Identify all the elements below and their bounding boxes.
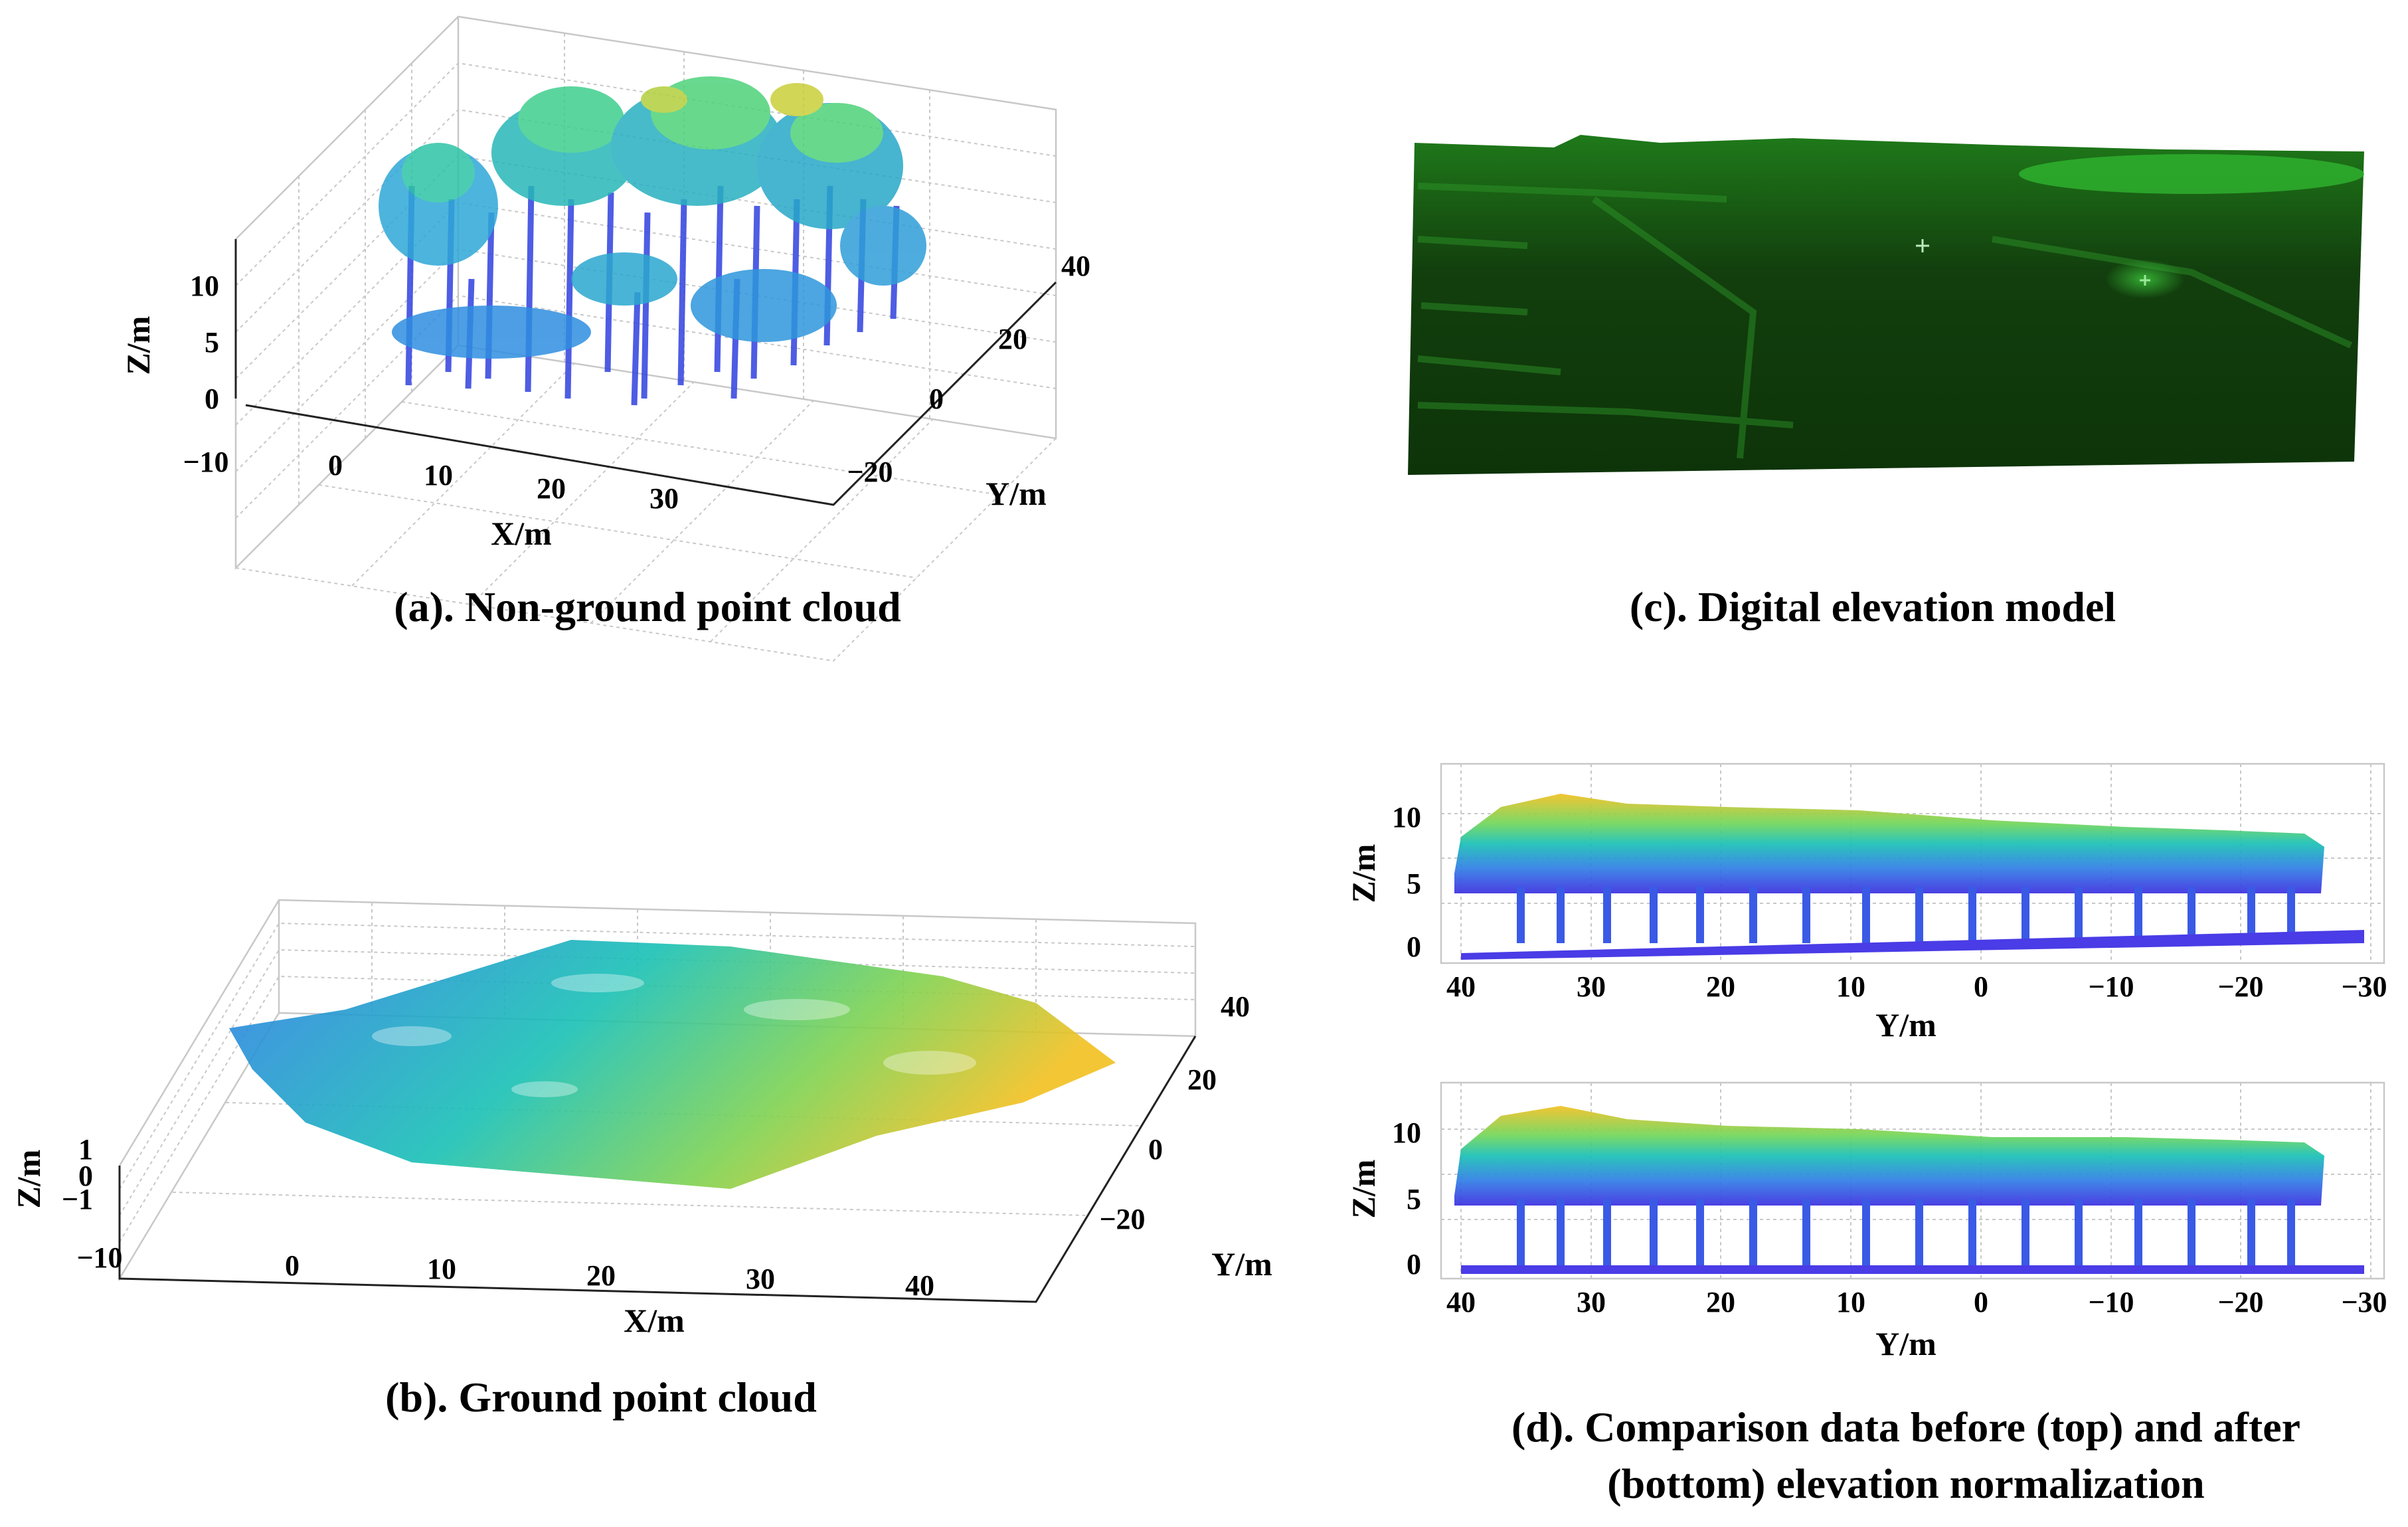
panel-c-digital-elevation-model: (c). Digital elevation model (1408, 135, 2364, 630)
a-y-tick-40: 40 (1061, 250, 1090, 282)
d-top-x-tick-m20: −20 (2217, 970, 2263, 1003)
b-x-tick-m10: −10 (76, 1241, 122, 1274)
a-z-tick-0: 0 (205, 383, 219, 415)
d-top-x-tick-40: 40 (1446, 970, 1476, 1003)
b-y-axis-label: Y/m (1211, 1245, 1272, 1283)
a-y-tick-0: 0 (929, 383, 944, 415)
d-bottom-y-tick-5: 5 (1407, 1183, 1421, 1215)
d-top-x-tick-m10: −10 (2088, 970, 2134, 1003)
dem-surface (1408, 135, 2364, 475)
d-top-x-axis-label: Y/m (1875, 1006, 1936, 1043)
d-bottom-x-tick-m20: −20 (2217, 1286, 2263, 1318)
b-z-axis-label: Z/m (10, 1150, 47, 1209)
b-x-tick-0: 0 (285, 1249, 300, 1282)
b-y-tick-m20: −20 (1099, 1203, 1145, 1235)
ground-gaps (372, 974, 976, 1097)
d-top-canopy (1454, 794, 2324, 893)
panel-a-caption: (a). Non-ground point cloud (394, 583, 901, 630)
d-bottom-x-axis-label: Y/m (1875, 1325, 1936, 1362)
b-y-tick-20: 20 (1187, 1063, 1217, 1096)
d-top-y-tick-0: 0 (1407, 931, 1421, 963)
a-z-axis-label: Z/m (120, 316, 157, 375)
d-bottom-y-axis-label: Z/m (1345, 1160, 1382, 1219)
panel-b-ground-point-cloud: 1 0 −1 −10 0 10 20 30 40 −20 0 20 40 Z/m… (10, 899, 1272, 1421)
b-z-tick-0: 0 (78, 1160, 93, 1192)
a-x-tick-20: 20 (537, 472, 566, 505)
d-bottom-trunks (1517, 1199, 2295, 1265)
d-bottom-ticks: 10 5 0 40 30 20 10 0 −10 −20 −30 Z/m Y/m (1345, 1117, 2387, 1362)
d-top-ticks: 10 5 0 40 30 20 10 0 −10 −20 −30 Z/m Y/m (1345, 801, 2387, 1043)
panel-b-caption: (b). Ground point cloud (385, 1374, 817, 1421)
b-y-tick-40: 40 (1221, 990, 1250, 1023)
d-bottom-y-tick-10: 10 (1392, 1117, 1421, 1149)
d-bottom-x-tick-m10: −10 (2088, 1286, 2134, 1318)
b-z-tick-m1: −1 (62, 1183, 93, 1215)
panel-a-ticks: 10 5 0 −10 0 10 20 30 −20 0 20 40 Z/m X/… (120, 250, 1090, 552)
a-x-tick-m10: −10 (183, 446, 228, 478)
d-top-x-tick-0: 0 (1974, 970, 1988, 1003)
a-y-axis-label: Y/m (986, 475, 1047, 512)
b-x-tick-30: 30 (746, 1263, 775, 1295)
panel-c-caption: (c). Digital elevation model (1630, 583, 2116, 630)
panel-d-bottom-after-normalization: 10 5 0 40 30 20 10 0 −10 −20 −30 Z/m Y/m… (1345, 1081, 2387, 1507)
b-z-tick-1: 1 (78, 1133, 93, 1166)
b-x-tick-40: 40 (905, 1269, 934, 1302)
a-x-tick-30: 30 (649, 482, 679, 515)
a-x-axis-label: X/m (491, 515, 552, 552)
d-top-x-tick-30: 30 (1577, 970, 1606, 1003)
dem-relief (1417, 183, 2353, 459)
d-top-y-tick-10: 10 (1392, 801, 1421, 834)
a-y-tick-m20: −20 (847, 456, 893, 488)
a-y-tick-20: 20 (998, 323, 1027, 355)
panel-a-point-cloud (379, 76, 926, 406)
b-x-tick-20: 20 (586, 1259, 616, 1292)
d-top-x-tick-20: 20 (1706, 970, 1735, 1003)
d-bottom-x-tick-0: 0 (1974, 1286, 1988, 1318)
d-bottom-canopy (1454, 1106, 2324, 1206)
d-top-y-tick-5: 5 (1407, 867, 1421, 900)
d-bottom-x-tick-10: 10 (1836, 1286, 1865, 1318)
d-top-y-axis-label: Z/m (1345, 844, 1382, 903)
panel-a-nonground-point-cloud: 10 5 0 −10 0 10 20 30 −20 0 20 40 Z/m X/… (120, 15, 1090, 662)
d-top-ground (1461, 930, 2364, 960)
panel-d-caption-line2: (bottom) elevation normalization (1607, 1460, 2204, 1507)
d-top-x-tick-m30: −30 (2341, 970, 2387, 1003)
d-top-trunks (1517, 887, 2295, 943)
ground-points (229, 940, 1116, 1189)
d-bottom-y-tick-0: 0 (1407, 1248, 1421, 1281)
a-x-tick-0: 0 (328, 449, 343, 482)
panel-d-top-before-normalization: 10 5 0 40 30 20 10 0 −10 −20 −30 Z/m Y/m (1345, 763, 2387, 1043)
a-z-tick-10: 10 (190, 270, 219, 302)
b-x-tick-10: 10 (427, 1253, 456, 1285)
d-top-x-tick-10: 10 (1836, 970, 1865, 1003)
d-bottom-x-tick-30: 30 (1577, 1286, 1606, 1318)
panel-d-caption-line1: (d). Comparison data before (top) and af… (1511, 1403, 2300, 1451)
d-bottom-x-tick-m30: −30 (2341, 1286, 2387, 1318)
panel-b-ticks: 1 0 −1 −10 0 10 20 30 40 −20 0 20 40 Z/m… (10, 990, 1272, 1339)
a-x-tick-10: 10 (424, 459, 453, 492)
d-bottom-x-tick-20: 20 (1706, 1286, 1735, 1318)
a-z-tick-5: 5 (205, 326, 219, 359)
b-x-axis-label: X/m (624, 1302, 685, 1339)
b-y-tick-0: 0 (1148, 1133, 1163, 1166)
d-bottom-x-tick-40: 40 (1446, 1286, 1476, 1318)
d-bottom-ground (1461, 1265, 2364, 1274)
